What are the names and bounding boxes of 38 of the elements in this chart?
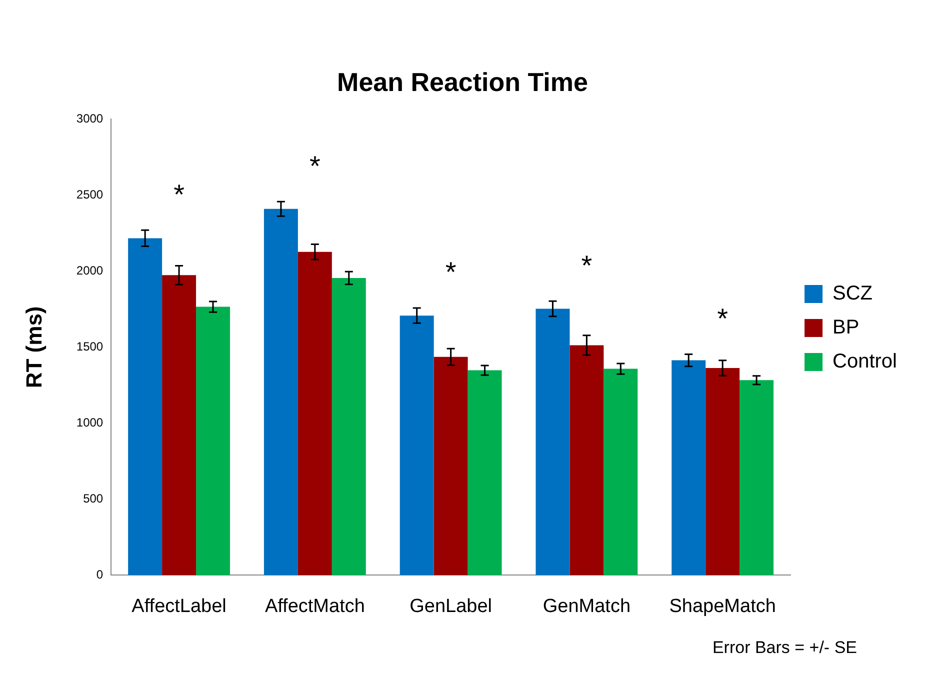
bar <box>264 208 298 576</box>
chart-title: Mean Reaction Time <box>337 66 588 97</box>
x-tick-label: AffectLabel <box>132 596 226 617</box>
y-tick-label: 1000 <box>76 416 104 430</box>
bar <box>468 370 502 576</box>
bar <box>570 345 604 576</box>
annotation: * <box>717 302 728 334</box>
bar <box>740 380 774 576</box>
bar <box>196 306 230 576</box>
annotation: * <box>174 178 185 210</box>
y-tick-label: 1500 <box>76 340 104 354</box>
bar <box>672 360 706 576</box>
x-tick-label: GenLabel <box>410 596 492 617</box>
y-axis-title: RT (ms) <box>21 306 46 388</box>
bar <box>604 368 638 576</box>
bar <box>706 368 740 576</box>
y-tick-label: 500 <box>83 492 104 506</box>
x-tick-label: GenMatch <box>542 596 631 617</box>
y-tick-label: 2000 <box>76 264 104 278</box>
bar <box>536 308 570 576</box>
bar <box>400 316 434 576</box>
bar <box>332 278 366 576</box>
legend-label: Control <box>832 350 898 373</box>
bar <box>298 252 332 576</box>
annotation: * <box>309 150 320 182</box>
bar <box>128 238 162 576</box>
legend-label: BP <box>832 316 860 339</box>
annotation: * <box>445 256 456 288</box>
bar <box>434 356 468 576</box>
text: Error Bars = +/- SE <box>711 638 858 658</box>
annotation: * <box>581 250 592 281</box>
x-tick-label: AffectMatch <box>264 596 365 617</box>
bar <box>162 275 196 576</box>
legend-label: SCZ <box>832 282 873 305</box>
x-tick-label: ShapeMatch <box>669 596 776 617</box>
y-tick-label: 2500 <box>76 188 104 202</box>
y-tick-label: 0 <box>96 568 104 582</box>
y-tick-label: 3000 <box>76 112 104 126</box>
